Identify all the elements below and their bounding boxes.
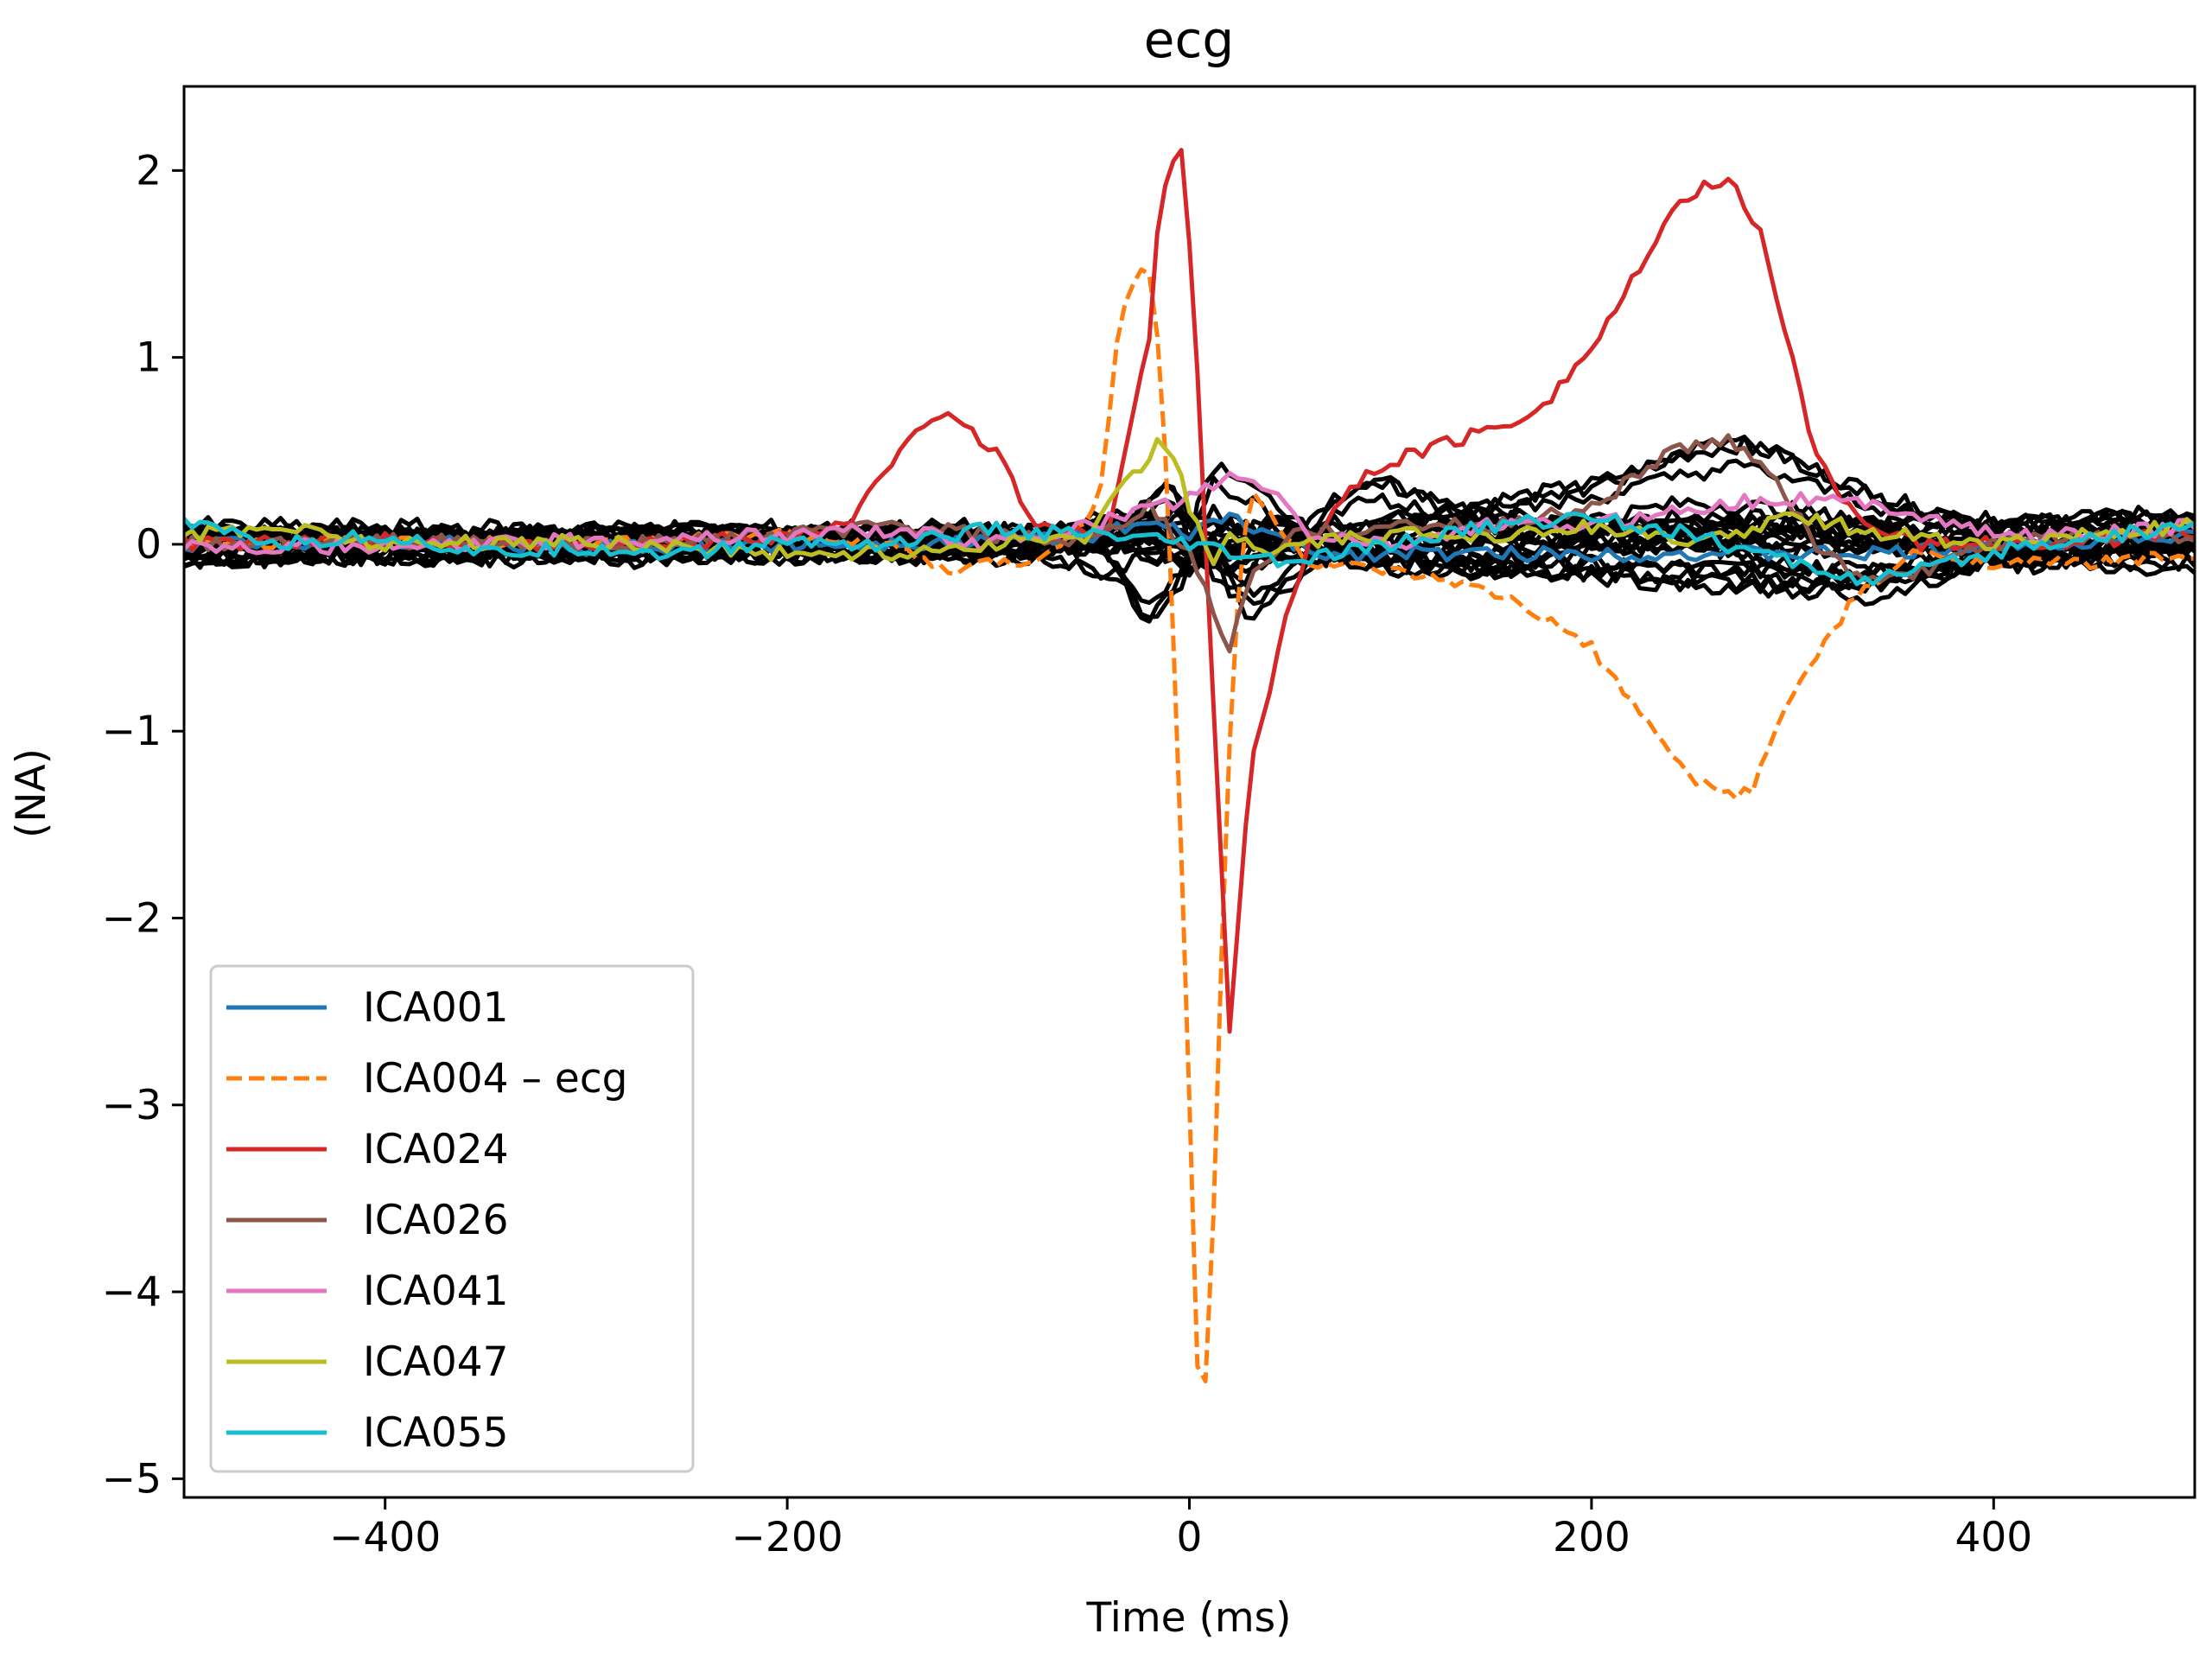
legend-label: ICA047	[363, 1338, 509, 1386]
series-lines	[184, 148, 2195, 1383]
legend-label: ICA026	[363, 1197, 509, 1244]
series-line-ica047	[184, 436, 2195, 567]
y-tick-label: −2	[102, 894, 162, 942]
y-tick-label: 2	[136, 147, 162, 194]
x-axis-label: Time (ms)	[1086, 1594, 1292, 1642]
x-tick-label: −200	[732, 1514, 843, 1561]
y-tick-label: −1	[102, 708, 162, 755]
y-tick-label: −3	[102, 1082, 162, 1129]
legend-label: ICA055	[363, 1409, 509, 1457]
y-tick-label: 1	[136, 334, 162, 382]
series-line-ica001	[184, 512, 2195, 563]
y-tick-label: 0	[136, 521, 162, 569]
legend-label: ICA001	[363, 984, 509, 1032]
y-axis-label: (NA)	[8, 748, 55, 838]
legend: ICA001 ICA004 – ecg ICA024 ICA026 ICA041 ICA0…	[209, 964, 695, 1473]
series-line-ica055	[184, 512, 2195, 587]
x-tick-label: 200	[1553, 1514, 1630, 1561]
x-tick-label: 400	[1955, 1514, 2032, 1561]
x-axis: −400 −200 0 200 400	[329, 1497, 2032, 1561]
legend-label: ICA004 – ecg	[363, 1055, 628, 1103]
y-tick-label: −5	[102, 1455, 162, 1503]
chart-title: ecg	[1144, 10, 1234, 69]
legend-label: ICA041	[363, 1268, 509, 1315]
legend-frame	[209, 964, 695, 1473]
y-axis: 2 1 0 −1 −2 −3 −4 −5	[102, 147, 184, 1503]
x-tick-label: 0	[1177, 1514, 1203, 1561]
x-tick-label: −400	[329, 1514, 441, 1561]
legend-label: ICA024	[363, 1126, 509, 1173]
y-tick-label: −4	[102, 1268, 162, 1316]
